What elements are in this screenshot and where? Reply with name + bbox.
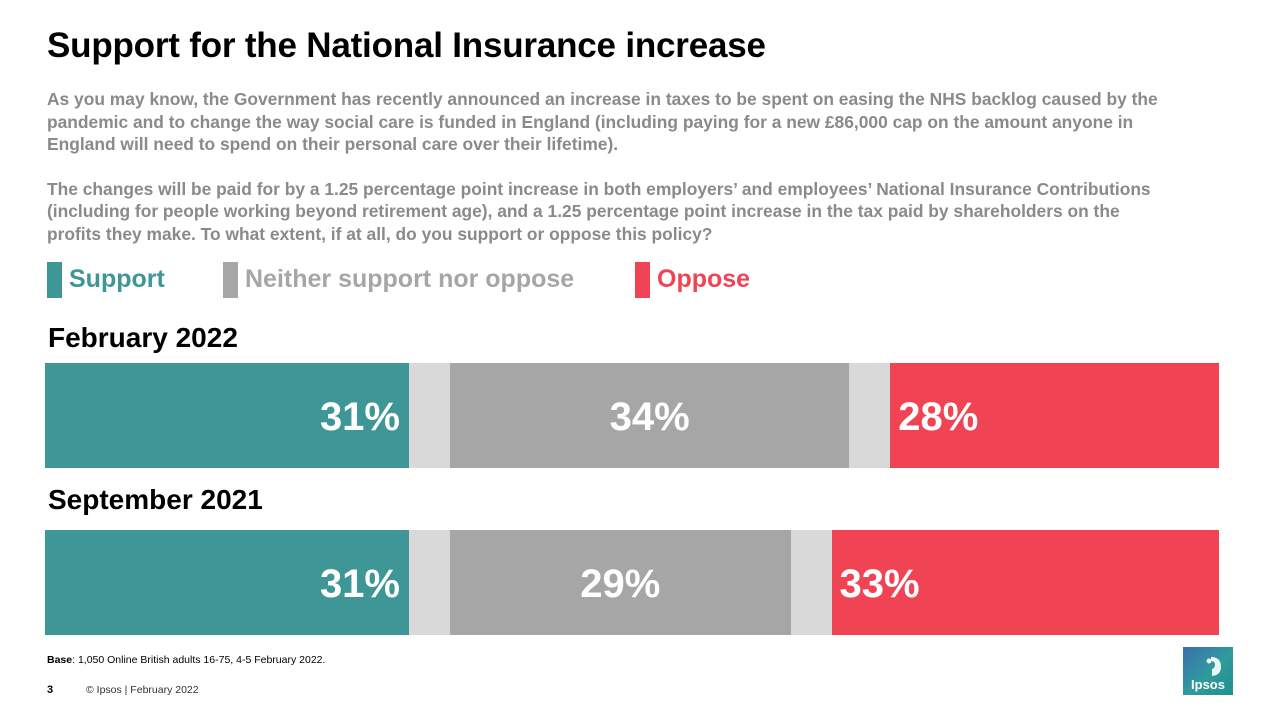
bar-gap xyxy=(409,363,450,468)
legend-label-support: Support xyxy=(69,265,165,293)
copyright-text: © Ipsos | February 2022 xyxy=(86,684,199,696)
question-paragraph-1: As you may know, the Government has rece… xyxy=(47,89,1158,154)
logo-text: Ipsos xyxy=(1191,677,1225,692)
legend-swatch-support xyxy=(47,262,62,298)
bar-segment-support: 31% xyxy=(45,363,409,468)
data-label-neither: 34% xyxy=(609,395,690,439)
bar-gap xyxy=(409,530,450,635)
data-label-oppose: 33% xyxy=(839,562,920,606)
base-note-text: : 1,050 Online British adults 16-75, 4-5… xyxy=(72,654,326,666)
category-label-feb-2022: February 2022 xyxy=(48,322,238,353)
page-title: Support for the National Insurance incre… xyxy=(47,26,766,65)
bar-gap xyxy=(849,363,891,468)
legend-label-oppose: Oppose xyxy=(657,265,751,293)
bar-segment-oppose: 33% xyxy=(831,530,1219,635)
data-label-oppose: 28% xyxy=(898,395,979,439)
data-label-neither: 29% xyxy=(580,562,661,606)
legend-label-neither: Neither support nor oppose xyxy=(245,265,575,293)
category-label-sep-2021: September 2021 xyxy=(48,484,263,515)
chart-legend: Support Neither support nor oppose Oppos… xyxy=(47,262,1247,298)
data-label-support: 31% xyxy=(319,562,400,606)
bar-row-sep-2021: 31% 29% 33% xyxy=(45,530,1219,635)
ipsos-logo: Ipsos xyxy=(1183,647,1233,695)
bar-segment-oppose: 28% xyxy=(890,363,1219,468)
bar-segment-neither: 29% xyxy=(450,530,791,635)
question-paragraph-2: The changes will be paid for by a 1.25 p… xyxy=(47,178,1151,244)
data-label-support: 31% xyxy=(319,395,400,439)
bar-row-feb-2022: 31% 34% 28% xyxy=(45,363,1219,468)
base-note-label: Base xyxy=(47,654,73,666)
legend-swatch-neither xyxy=(223,262,238,298)
question-text: As you may know, the Government has rece… xyxy=(47,88,1167,245)
bar-segment-neither: 34% xyxy=(450,363,850,468)
legend-swatch-oppose xyxy=(635,262,650,298)
base-note: Base: 1,050 Online British adults 16-75,… xyxy=(47,654,325,666)
bar-gap xyxy=(790,530,832,635)
page-number: 3 xyxy=(47,684,54,696)
bar-segment-support: 31% xyxy=(45,530,409,635)
